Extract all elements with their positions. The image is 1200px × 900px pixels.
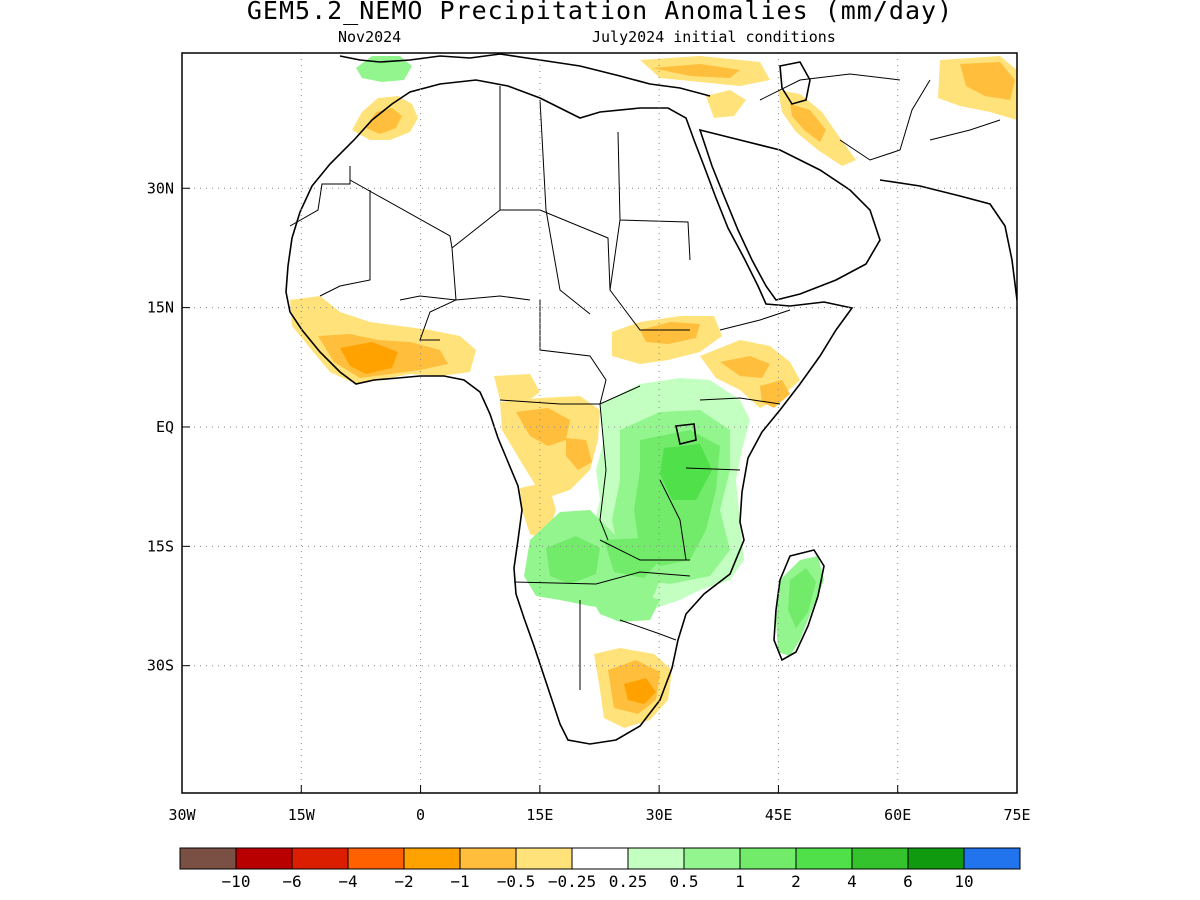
asia-coastline [879,179,1017,301]
x-axis-ticks: 30W 15W 0 15E 30E 45E 60E 75E [168,785,1031,824]
anomaly-levant [706,90,746,118]
y-tick-label: 30N [147,179,174,197]
lake-victoria [675,423,697,445]
anomaly-ethiopia-core [720,356,770,378]
coastlines [285,53,1017,745]
chart-title: GEM5.2_NEMO Precipitation Anomalies (mm/… [246,0,954,25]
colorbar-label: −0.5 [497,872,536,891]
x-tick-label: 15W [288,806,316,824]
x-tick-label: 15E [526,806,553,824]
colorbar-swatch [179,847,237,870]
anomaly-somalia-core [760,380,790,408]
anomaly-central-asia-core [960,62,1015,100]
colorbar-swatch [291,847,349,870]
colorbar-label: −1 [450,872,469,891]
colorbar-swatch [459,847,517,870]
x-tick-label: 45E [765,806,792,824]
colorbar-label: −4 [338,872,357,891]
africa-coastline [285,79,854,745]
colorbar-label: 6 [903,872,913,891]
x-tick-label: 75E [1003,806,1030,824]
colorbar-swatch [683,847,741,870]
colorbar: −10 −6 −4 −2 −1 −0.5 −0.25 0.25 0.5 1 2 4 6 10 [179,847,1021,891]
colorbar-label: 0.5 [670,872,699,891]
colorbar-swatch [851,847,909,870]
colorbar-swatch [795,847,853,870]
caspian-coastline [779,61,811,105]
colorbar-label: −10 [222,872,251,891]
initial-conditions: July2024 initial conditions [592,28,836,46]
x-tick-label: 30E [646,806,673,824]
colorbar-swatch [627,847,685,870]
colorbar-label: 10 [954,872,973,891]
anomaly-botswana [590,590,660,622]
anomaly-iraq-core [790,104,826,142]
anomaly-angola-core [546,536,600,584]
anomaly-zambia-core [604,538,660,578]
anomaly-nigeria [494,374,540,404]
colorbar-swatch [347,847,405,870]
madagascar-coastline [773,549,825,662]
y-tick-label: 30S [147,657,174,675]
anomaly-sahel-east-core [640,322,700,344]
colorbar-swatch [515,847,573,870]
anomaly-west-africa-core [340,342,398,374]
anomaly-turkey-core [652,64,740,78]
x-tick-label: 60E [884,806,911,824]
x-tick-label: 0 [416,806,425,824]
arabia-coastline [698,128,881,301]
anomaly-iberia-green [356,56,412,82]
colorbar-label: 4 [847,872,857,891]
anomaly-congo-core [566,438,592,470]
colorbar-label: 1 [735,872,745,891]
colorbar-swatch [907,847,965,870]
y-axis-ticks: 30N 15N EQ 15S 30S [147,179,190,675]
anomaly-shading [290,56,1017,728]
colorbar-swatch [963,847,1021,870]
colorbar-label: −2 [394,872,413,891]
colorbar-label: −6 [282,872,301,891]
anomaly-madagascar-core [788,568,816,628]
colorbar-swatch [403,847,461,870]
y-tick-label: EQ [156,418,174,436]
anomaly-lesotho-core [624,678,656,704]
forecast-month: Nov2024 [338,28,402,46]
colorbar-swatch [739,847,797,870]
colorbar-label: −0.25 [548,872,596,891]
y-tick-label: 15S [147,537,174,555]
europe-coastline [339,53,711,97]
y-tick-label: 15N [147,299,174,317]
x-tick-label: 30W [168,806,196,824]
colorbar-label: 0.25 [609,872,648,891]
colorbar-label: 2 [791,872,801,891]
anomaly-morocco-core [366,108,402,134]
anomaly-tanzania-core [660,444,712,500]
colorbar-swatch [235,847,293,870]
map-frame [181,52,1018,794]
colorbar-swatch [571,847,629,870]
